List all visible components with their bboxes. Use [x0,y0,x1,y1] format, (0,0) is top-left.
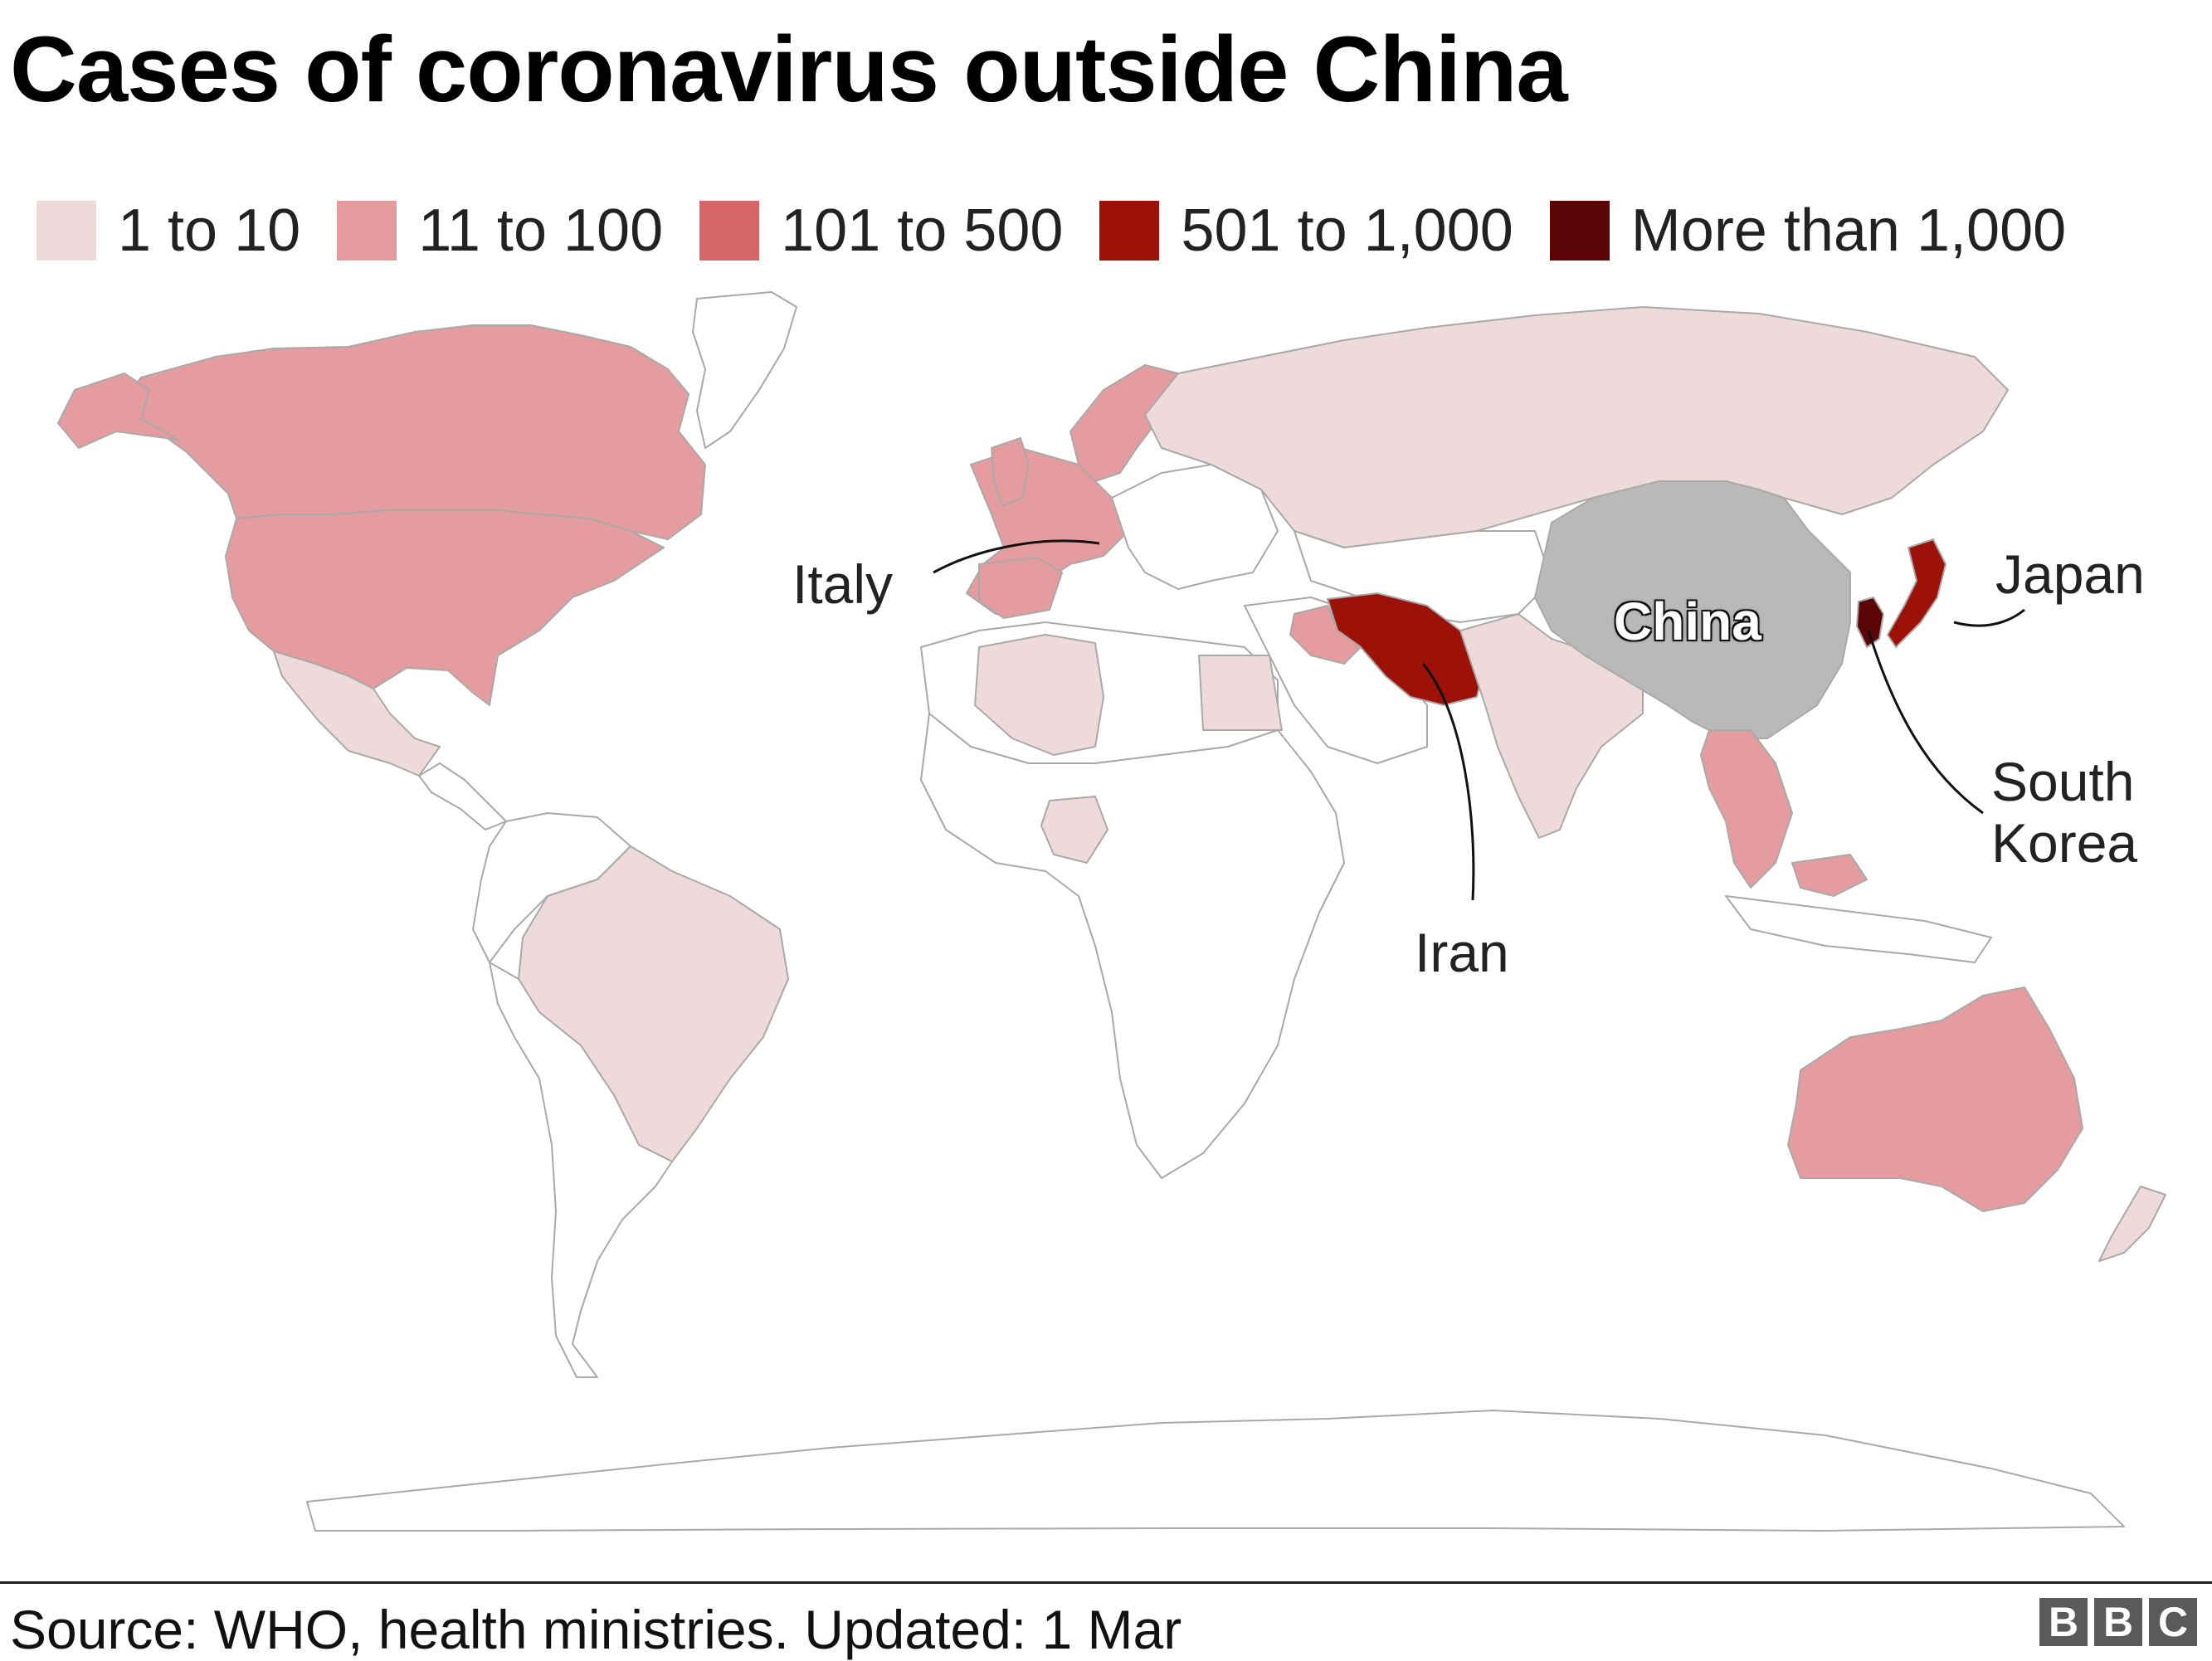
legend-swatch [337,201,397,261]
legend-item-more-than-1000: More than 1,000 [1549,197,2067,264]
region-greenland [692,291,797,449]
legend-swatch [1099,201,1160,261]
world-map [57,291,2166,1532]
region-malaysia [1791,854,1868,897]
legend-swatch [1549,201,1610,261]
region-nigeria [1040,796,1108,864]
region-iraq [1289,605,1362,665]
region-south-america-north [472,812,631,963]
region-algeria [974,634,1104,756]
source-note: Source: WHO, health ministries. Updated:… [10,1599,1182,1660]
map-title: Cases of coronavirus outside China [10,17,1568,121]
legend-label: More than 1,000 [1630,197,2067,264]
region-uk [991,437,1030,507]
legend-label: 501 to 1,000 [1181,197,1513,264]
region-china [1534,480,1851,739]
italy-leader-line [933,539,1100,574]
bbc-logo-letter: B [2094,1598,2142,1646]
bbc-logo: B B C [2033,1598,2197,1646]
region-scandinavia [1069,364,1179,482]
legend-item-501-to-1000: 501 to 1,000 [1099,201,1513,261]
region-europe-east [1111,464,1279,590]
legend-label: 101 to 500 [781,197,1064,264]
legend-label: 1 to 10 [118,197,301,264]
iran-leader-line [1421,663,1475,901]
footer-divider [0,1581,2212,1584]
region-alaska [57,373,179,449]
legend-item-101-to-500: 101 to 500 [699,201,1063,261]
region-south-korea [1856,597,1884,648]
region-japan [1887,538,1946,648]
region-indonesia [1725,895,1992,963]
region-south-asia [1459,613,1644,839]
region-australia [1787,986,2083,1212]
legend-swatch [37,201,96,261]
china-label: China [1613,591,1762,652]
callout-south-korea-line1: South [1991,751,2135,812]
region-canada [124,324,706,540]
callout-south-korea: South Korea [1991,751,2138,874]
legend-item-1-to-10: 1 to 10 [37,201,300,261]
region-antarctica [306,1410,2125,1532]
region-south-america-south [489,962,673,1378]
bbc-logo-letter: B [2039,1598,2088,1646]
region-africa-south [920,713,1345,1179]
region-iberia [978,557,1063,619]
japan-leader-line [1953,608,2025,627]
region-new-zealand [2098,1186,2166,1262]
south-korea-leader-line [1867,630,1984,815]
legend: 1 to 10 11 to 100 101 to 500 501 to 1,00… [37,199,2066,262]
legend-item-11-to-100: 11 to 100 [337,201,663,261]
region-southeast-asia [1700,729,1793,889]
region-russia [1144,306,2009,548]
region-mexico [273,650,441,777]
callout-south-korea-line2: Korea [1991,811,2138,874]
callout-italy: Italy [792,553,894,615]
legend-swatch [699,201,760,261]
legend-label: 11 to 100 [418,197,664,264]
bbc-logo-letter: C [2149,1598,2197,1646]
region-egypt [1198,655,1283,731]
region-central-america [418,762,507,830]
callout-iran: Iran [1415,922,1509,983]
callout-japan: Japan [1995,543,2145,605]
